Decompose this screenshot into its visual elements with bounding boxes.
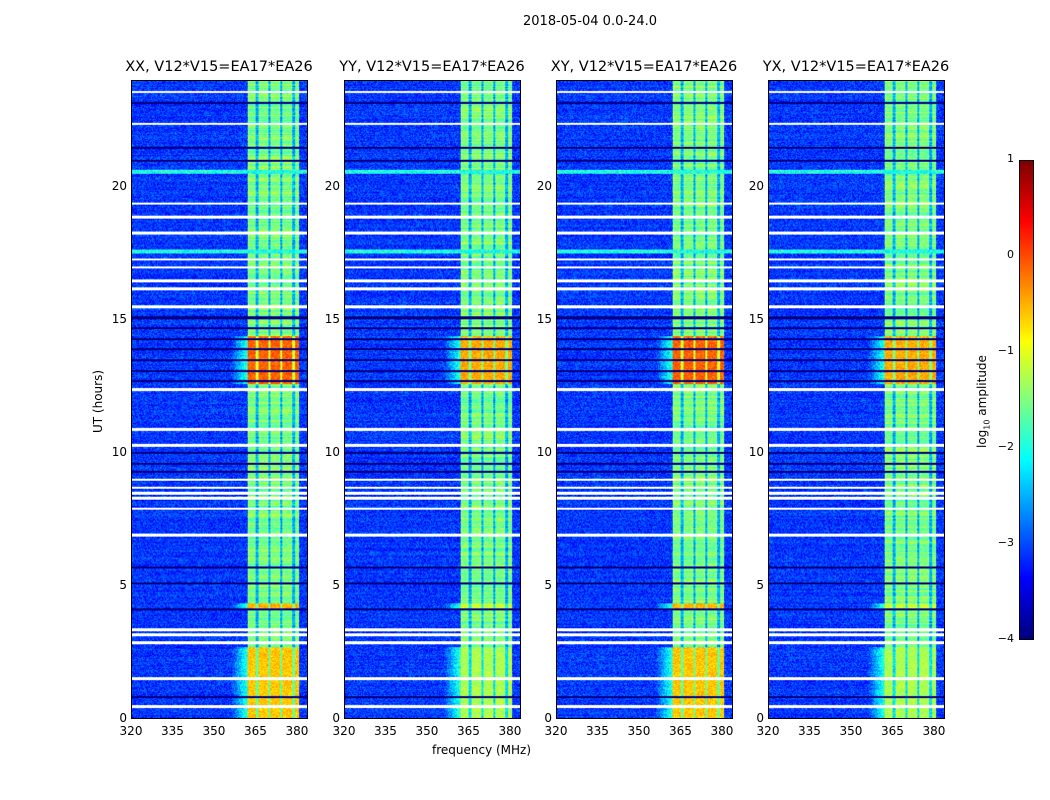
y-tick-label: 15 <box>324 311 340 326</box>
spectrogram-heatmap <box>557 81 732 718</box>
x-tick-label: 365 <box>669 724 692 738</box>
x-tick-label: 380 <box>498 724 522 738</box>
y-tick-label: 10 <box>536 444 552 459</box>
x-tick-label: 335 <box>161 724 184 738</box>
y-tick-label: 15 <box>748 311 764 326</box>
x-tick-label: 350 <box>415 724 439 738</box>
spectrogram-panel-4 <box>768 80 945 719</box>
x-axis-label: frequency (MHz) <box>432 743 532 757</box>
spectrogram-panel-3 <box>556 80 733 719</box>
colorbar-label: log10 amplitude <box>975 355 991 448</box>
y-axis-label: UT (hours) <box>91 369 105 433</box>
colorbar-tick-label: −1 <box>997 344 1014 357</box>
x-tick-label: 380 <box>285 724 309 738</box>
x-tick-label: 350 <box>627 724 651 738</box>
panel-title: YX, V12*V15=EA17*EA26 <box>762 59 950 75</box>
y-tick-label: 20 <box>748 178 764 193</box>
colorbar-tick-label: −3 <box>997 536 1014 549</box>
x-tick-label: 350 <box>839 724 863 738</box>
y-tick-label: 5 <box>119 577 127 592</box>
y-tick-label: 10 <box>324 444 340 459</box>
spectrogram-heatmap <box>769 81 944 718</box>
y-tick-label: 0 <box>332 711 340 725</box>
y-tick-label: 5 <box>544 577 552 592</box>
colorbar-label-rest: amplitude <box>975 355 989 420</box>
x-tick-label: 350 <box>202 724 226 738</box>
colorbar-label-main: log <box>975 429 989 448</box>
x-tick-label: 320 <box>332 724 356 738</box>
colorbar <box>1019 160 1034 640</box>
colorbar-tick-label: −2 <box>997 440 1014 453</box>
colorbar-tick-label: 0 <box>1007 248 1014 261</box>
spectrogram-panel-2 <box>344 80 521 719</box>
x-tick-label: 365 <box>881 724 904 738</box>
y-tick-label: 15 <box>111 311 127 326</box>
y-tick-label: 20 <box>536 178 552 193</box>
x-tick-label: 380 <box>710 724 734 738</box>
x-tick-label: 335 <box>586 724 609 738</box>
panel-title: XY, V12*V15=EA17*EA26 <box>550 59 738 75</box>
x-tick-label: 335 <box>374 724 397 738</box>
y-tick-label: 10 <box>748 444 764 459</box>
y-tick-label: 0 <box>544 711 552 725</box>
x-tick-label: 380 <box>922 724 946 738</box>
colorbar-tick-label: 1 <box>1007 152 1014 165</box>
x-tick-label: 365 <box>457 724 480 738</box>
panel-title: YY, V12*V15=EA17*EA26 <box>339 59 525 75</box>
panel-title: XX, V12*V15=EA17*EA26 <box>125 59 313 75</box>
figure-title: 2018-05-04 0.0-24.0 <box>523 14 657 29</box>
colorbar-tick-label: −4 <box>997 632 1014 645</box>
y-tick-label: 5 <box>756 577 764 592</box>
y-tick-label: 5 <box>332 577 340 592</box>
y-tick-label: 0 <box>119 711 127 725</box>
x-tick-label: 335 <box>798 724 821 738</box>
y-tick-label: 20 <box>111 178 127 193</box>
x-tick-label: 320 <box>756 724 780 738</box>
colorbar-label-sub: 10 <box>982 419 992 430</box>
y-tick-label: 10 <box>111 444 127 459</box>
y-tick-label: 15 <box>536 311 552 326</box>
spectrogram-heatmap <box>132 81 307 718</box>
y-tick-label: 20 <box>324 178 340 193</box>
x-tick-label: 320 <box>544 724 568 738</box>
y-tick-label: 0 <box>756 711 764 725</box>
spectrogram-panel-1 <box>131 80 308 719</box>
x-tick-label: 320 <box>119 724 143 738</box>
x-tick-label: 365 <box>244 724 267 738</box>
spectrogram-heatmap <box>345 81 520 718</box>
